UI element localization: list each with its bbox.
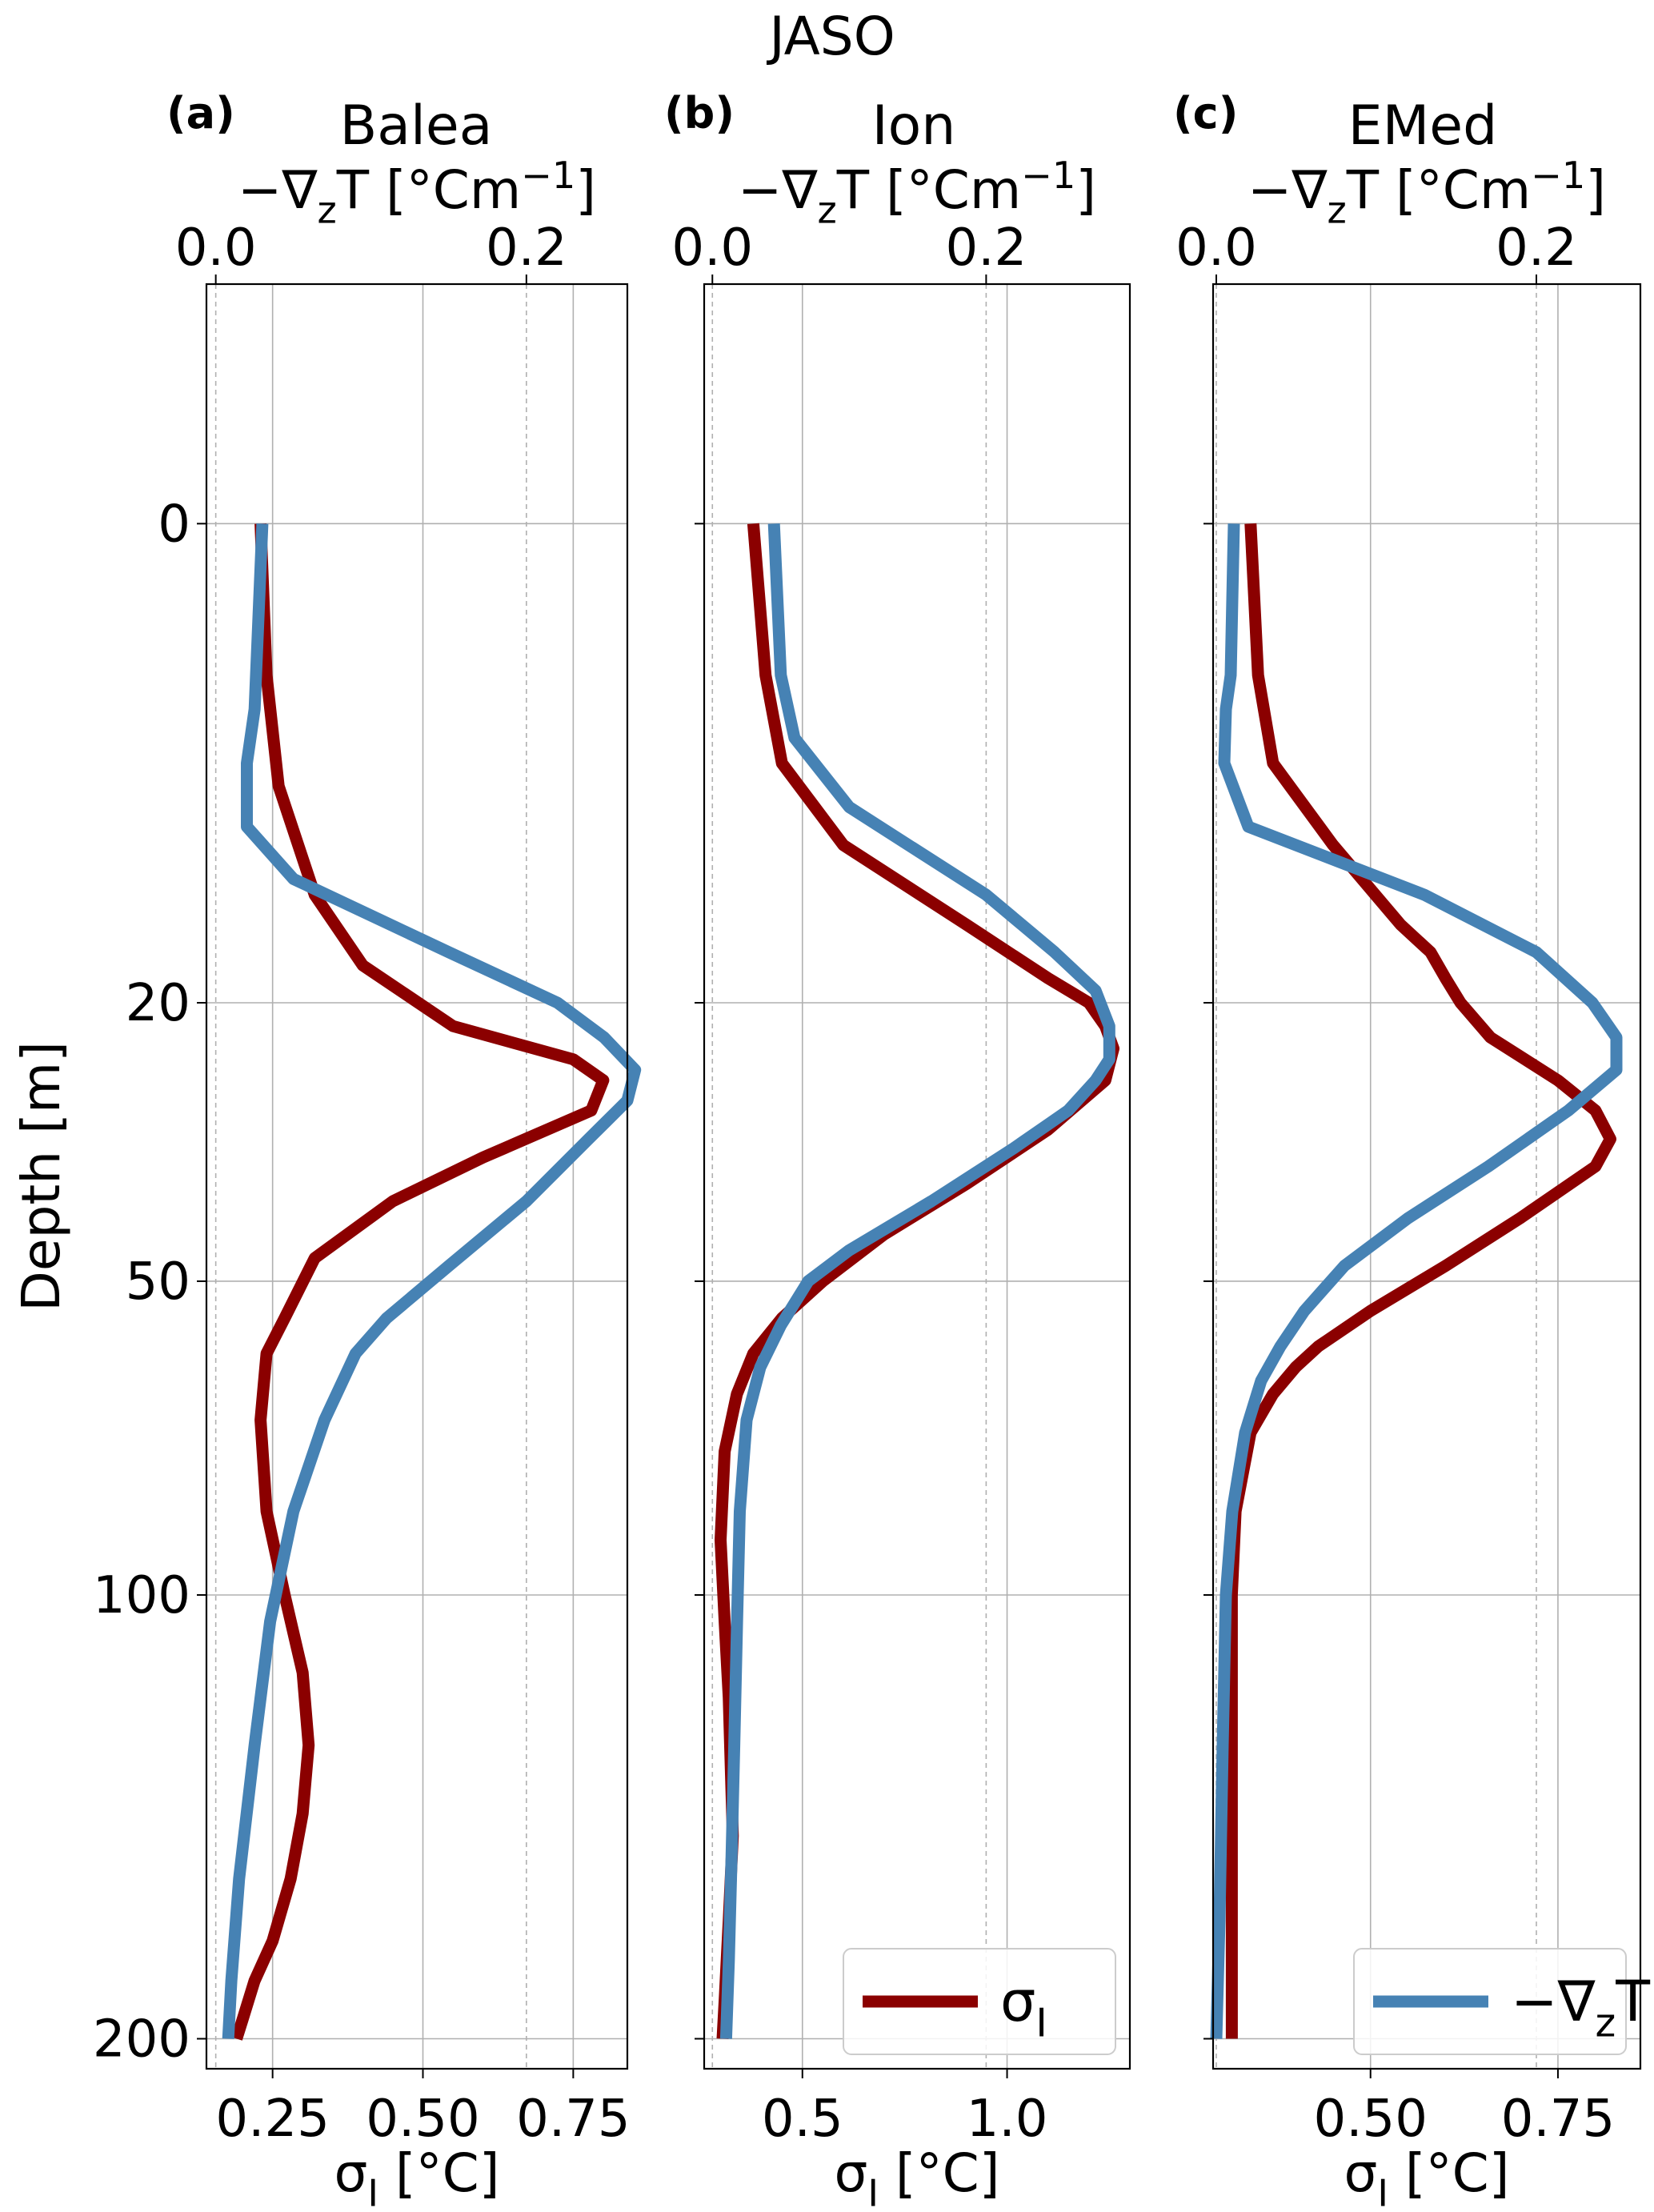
label-fragment: −∇ (1511, 1969, 1596, 2034)
label-fragment: −1 (1531, 154, 1585, 197)
label-fragment: I (867, 2171, 879, 2212)
label-fragment: ] (575, 159, 596, 221)
label-fragment: I (1377, 2171, 1388, 2212)
label-fragment: I (1035, 2001, 1047, 2046)
x-tick-label: 0.25 (215, 2090, 330, 2149)
x-tick-label: 0.50 (1313, 2090, 1428, 2149)
legend: σI (843, 1948, 1116, 2055)
figure-suptitle: JASO (766, 6, 895, 67)
panel-title: Balea (340, 94, 493, 158)
x-tick-label: 0.5 (762, 2090, 843, 2149)
x-top-tick-label: 0.0 (175, 218, 257, 278)
label-fragment: z (1595, 2001, 1616, 2046)
axes-frame (1211, 283, 1642, 2070)
label-fragment: T [°Cm (336, 159, 521, 221)
legend-box (1353, 1948, 1627, 2055)
gradient-line (222, 523, 642, 2039)
label-fragment: I (367, 2171, 378, 2212)
panel-label: (b) (664, 88, 735, 138)
legend-label: σI (1000, 1969, 1047, 2046)
label-fragment: −∇ (238, 159, 318, 221)
panel-label: (a) (166, 88, 235, 138)
label-fragment: [°C] (1388, 2142, 1510, 2204)
panel-ion: 0.5 1.00.0 0.2σI [°C]−∇zT [°Cm−1]Ion(b)σI (664, 88, 1131, 2212)
x-tick-label: 1.0 (967, 2090, 1048, 2149)
x-axis-label: σI [°C] (1344, 2142, 1509, 2212)
legend: −∇zT (1353, 1948, 1650, 2055)
label-fragment: ] (1585, 159, 1606, 221)
x-top-tick-label: 0.0 (1175, 218, 1257, 278)
label-fragment: −∇ (1248, 159, 1328, 221)
label-fragment: −1 (1021, 154, 1075, 197)
x-top-axis-label: −∇zT [°Cm−1] (738, 154, 1096, 232)
y-tick-label: 20 (126, 974, 190, 1033)
y-tick-label: 100 (93, 1566, 190, 1625)
label-fragment: T [°Cm (1346, 159, 1531, 221)
x-axis-label: σI [°C] (834, 2142, 999, 2212)
panel-label: (c) (1173, 88, 1238, 138)
label-fragment: [°C] (879, 2142, 1000, 2204)
x-top-tick-label: 0.2 (945, 218, 1027, 278)
axes-frame (205, 283, 629, 2070)
x-top-tick-label: 0.2 (486, 218, 567, 278)
y-tick-label: 200 (93, 2010, 190, 2070)
x-tick-label: 0.75 (516, 2090, 631, 2149)
y-tick-label: 50 (126, 1252, 190, 1312)
legend-label: −∇zT (1511, 1969, 1650, 2046)
label-fragment: z (317, 188, 336, 231)
legend-box (843, 1948, 1116, 2055)
x-top-axis-label: −∇zT [°Cm−1] (238, 154, 596, 232)
x-tick-label: 0.50 (366, 2090, 480, 2149)
panel-balea: 0.25 0.50 0.75 0.0 0.2 0 20 50 100 200 σI [°C] −∇zT… (93, 88, 642, 2212)
x-top-axis-label: −∇zT [°Cm−1] (1248, 154, 1606, 232)
panel-emed: 0.50 0.750.0 0.2σI [°C]−∇zT [°Cm−1]EMed(c)… (1173, 88, 1650, 2212)
y-tick-label: 0 (158, 495, 190, 554)
panel-title: EMed (1348, 94, 1498, 158)
label-fragment: z (1327, 188, 1346, 231)
label-fragment: z (817, 188, 836, 231)
gradient-line (1210, 523, 1623, 2039)
gradient-line (719, 523, 1115, 2039)
label-fragment: σ (834, 2142, 867, 2204)
label-fragment: −1 (521, 154, 575, 197)
label-fragment: −∇ (738, 159, 818, 221)
x-top-tick-label: 0.0 (671, 218, 753, 278)
label-fragment: ] (1075, 159, 1096, 221)
label-fragment: T [°Cm (836, 159, 1021, 221)
label-fragment: σ (334, 2142, 367, 2204)
sigma-line (230, 523, 610, 2041)
x-top-tick-label: 0.2 (1496, 218, 1577, 278)
x-tick-label: 0.75 (1501, 2090, 1616, 2149)
y-axis-label: Depth [m] (10, 1041, 72, 1312)
label-fragment: T (1615, 1969, 1650, 2034)
axes-frame (703, 283, 1131, 2070)
label-fragment: [°C] (378, 2142, 500, 2204)
x-axis-label: σI [°C] (334, 2142, 499, 2212)
label-fragment: σ (1344, 2142, 1377, 2204)
label-fragment: σ (1000, 1969, 1035, 2034)
panel-title: Ion (872, 94, 956, 158)
